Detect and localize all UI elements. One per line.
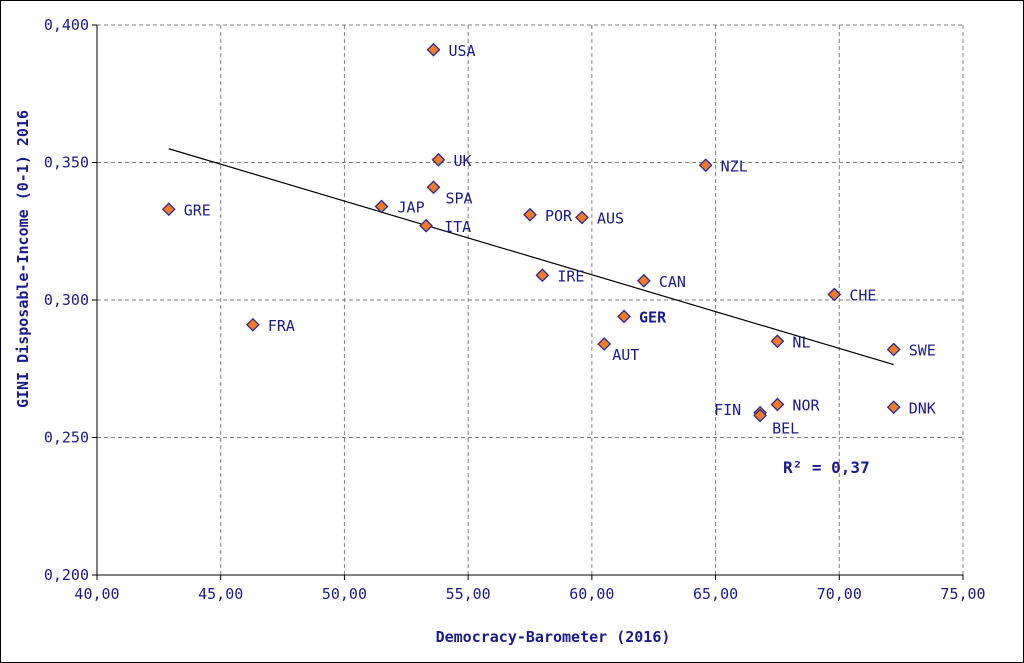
point-label-fra: FRA (268, 317, 295, 335)
point-labels: USA UK NZL SPA JAP GRE POR AUS ITA IRE CAN CHE GER FR… (184, 42, 936, 438)
data-point-spa (426, 180, 441, 195)
data-point-ire (535, 268, 550, 283)
point-label-fin: FIN (714, 401, 741, 419)
y-tick-label: 0,400 (44, 16, 89, 34)
data-point-uk (431, 152, 446, 167)
point-label-nzl: NZL (721, 157, 748, 175)
data-point-aus (575, 210, 589, 225)
x-tick-label: 50,00 (322, 585, 367, 603)
x-tick-label: 60,00 (569, 585, 614, 603)
x-tick-labels: 40,00 45,00 50,00 55,00 60,00 65,00 70,00 75,00 (74, 585, 985, 603)
y-tick-labels: 0,200 0,250 0,300 0,350 0,400 (44, 16, 89, 584)
data-point-por (523, 207, 537, 222)
data-point-ger (617, 309, 631, 324)
point-label-nl: NL (792, 333, 810, 351)
data-point-fra (245, 317, 260, 332)
y-axis-title: GINI Disposable-Income (0-1) 2016 (14, 110, 32, 408)
point-label-por: POR (545, 207, 573, 225)
point-label-ger: GER (639, 309, 667, 327)
x-tick-label: 65,00 (693, 585, 738, 603)
x-tick-label: 40,00 (74, 585, 119, 603)
point-label-swe: SWE (909, 342, 936, 360)
grid-lines (97, 24, 964, 575)
data-point-usa (426, 42, 441, 57)
point-label-ire: IRE (557, 267, 584, 285)
data-point-nor (770, 397, 785, 412)
data-point-nl (770, 334, 785, 349)
trendline (168, 148, 894, 366)
point-label-aus: AUS (597, 210, 624, 228)
data-points (161, 42, 901, 423)
point-label-nor: NOR (792, 397, 820, 415)
data-point-aut (597, 337, 612, 351)
point-label-can: CAN (659, 273, 686, 291)
data-point-can (636, 273, 651, 288)
data-point-nzl (698, 158, 713, 173)
data-point-bel (753, 408, 768, 423)
x-tick-label: 55,00 (446, 585, 491, 603)
point-label-dnk: DNK (909, 399, 936, 417)
x-tick-label: 75,00 (940, 585, 985, 603)
y-tick-label: 0,200 (44, 566, 89, 584)
point-label-spa: SPA (446, 189, 473, 207)
point-label-ita: ITA (444, 218, 471, 236)
x-axis-title: Democracy-Barometer (2016) (436, 628, 671, 646)
axes (92, 24, 964, 580)
point-label-gre: GRE (184, 201, 211, 219)
data-point-ita (419, 218, 433, 233)
point-label-usa: USA (449, 42, 476, 60)
data-point-jap (374, 199, 389, 214)
point-label-che: CHE (849, 287, 876, 305)
point-label-aut: AUT (612, 346, 639, 364)
data-point-dnk (886, 400, 901, 415)
y-tick-label: 0,300 (44, 291, 89, 309)
data-point-gre (161, 202, 176, 217)
point-label-bel: BEL (772, 420, 799, 438)
y-tick-label: 0,250 (44, 429, 89, 447)
x-tick-label: 45,00 (198, 585, 243, 603)
point-label-jap: JAP (398, 199, 425, 217)
y-tick-label: 0,350 (44, 154, 89, 172)
x-tick-label: 70,00 (817, 585, 862, 603)
r-squared-annotation: R² = 0,37 (783, 458, 870, 477)
data-point-che (827, 287, 842, 302)
data-point-swe (886, 342, 901, 357)
point-label-uk: UK (453, 152, 471, 170)
